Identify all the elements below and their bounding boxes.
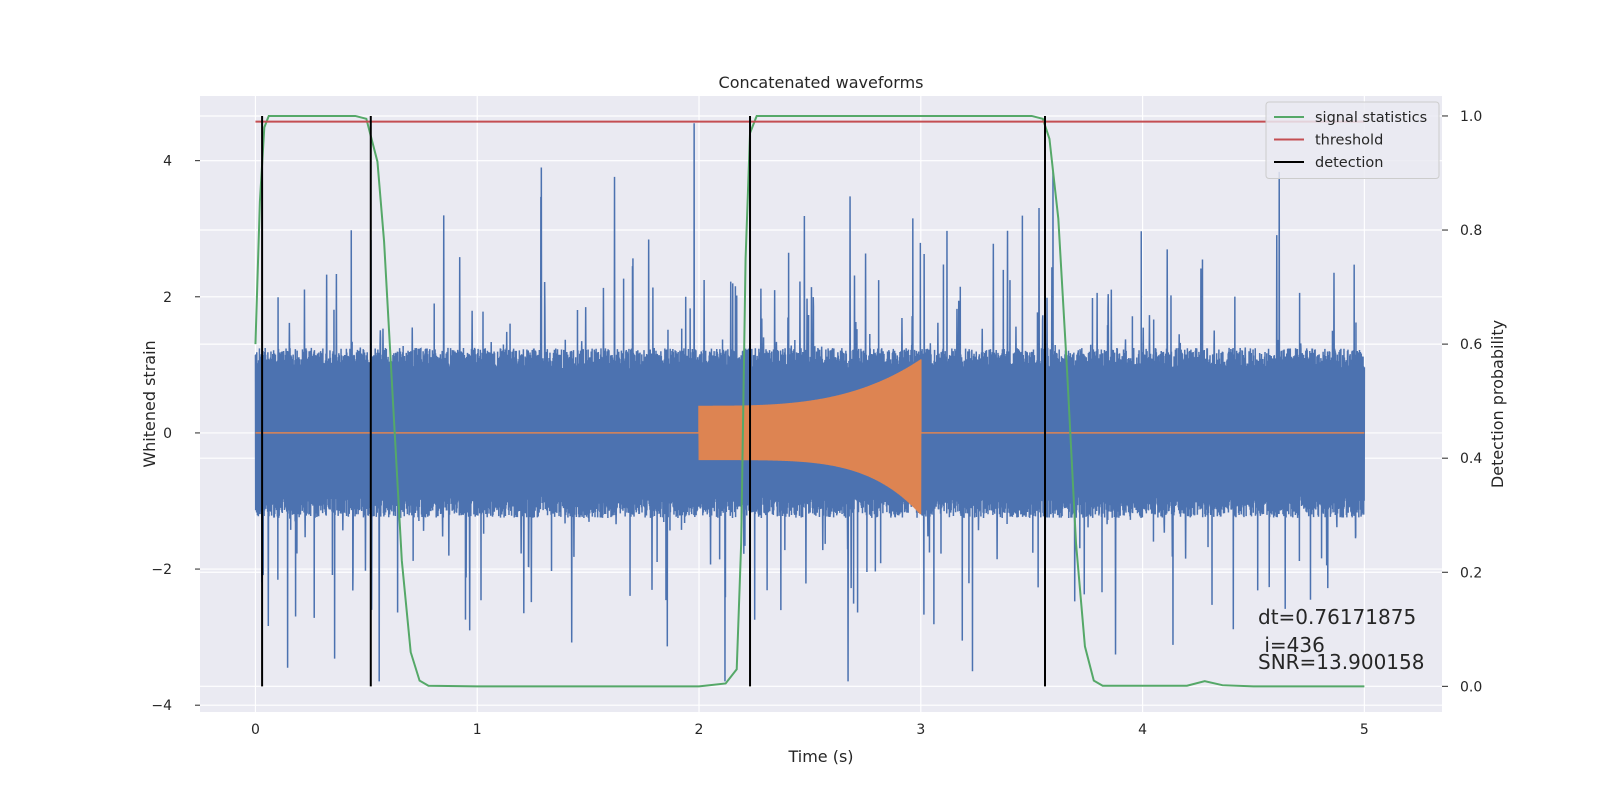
- y-tick-label: 4: [163, 154, 172, 170]
- y2-axis-label: Detection probability: [1488, 320, 1507, 488]
- series-layer: [254, 114, 1366, 688]
- y2-tick-label: 0.8: [1460, 223, 1482, 239]
- x-tick-label: 4: [1138, 722, 1147, 738]
- noise-series-line: [254, 123, 1366, 682]
- chart-title: Concatenated waveforms: [719, 73, 924, 92]
- annotation-text: i=436: [1258, 633, 1325, 657]
- y-axis-label: Whitened strain: [140, 340, 159, 467]
- axes: 0 1 2 3 4 5 −4 −2 0 2 4 0.0 0.2 0.4 0.6 0.8 1.0: [151, 109, 1482, 738]
- legend-box: [1265, 101, 1440, 179]
- y2-tick-label: 0.6: [1460, 337, 1482, 353]
- chirp-series-line: [255, 359, 1365, 515]
- y2-tick-label: 0.0: [1460, 679, 1482, 695]
- legend-label: signal statistics: [1315, 110, 1427, 126]
- annotation-text: SNR=13.900158: [1258, 650, 1424, 674]
- y2-tick-label: 0.4: [1460, 451, 1482, 467]
- x-tick-label: 0: [251, 722, 260, 738]
- y-tick-label: −2: [151, 562, 172, 578]
- signal-statistics-line: [254, 114, 1365, 688]
- y2-tick-label: 1.0: [1460, 109, 1482, 125]
- x-axis-label: Time (s): [787, 747, 853, 766]
- legend-label: threshold: [1315, 133, 1383, 149]
- annotation-text: dt=0.76171875: [1258, 605, 1416, 629]
- x-tick-label: 2: [695, 722, 704, 738]
- legend-label: detection: [1315, 155, 1383, 171]
- x-tick-label: 3: [916, 722, 925, 738]
- legend: signal statistics threshold detection: [1265, 101, 1440, 179]
- y2-tick-label: 0.2: [1460, 565, 1482, 581]
- y-tick-label: 2: [163, 290, 172, 306]
- grid: [200, 96, 1442, 712]
- x-tick-label: 1: [473, 722, 482, 738]
- x-tick-label: 5: [1360, 722, 1369, 738]
- y-tick-label: −4: [151, 698, 172, 714]
- y-tick-label: 0: [163, 426, 172, 442]
